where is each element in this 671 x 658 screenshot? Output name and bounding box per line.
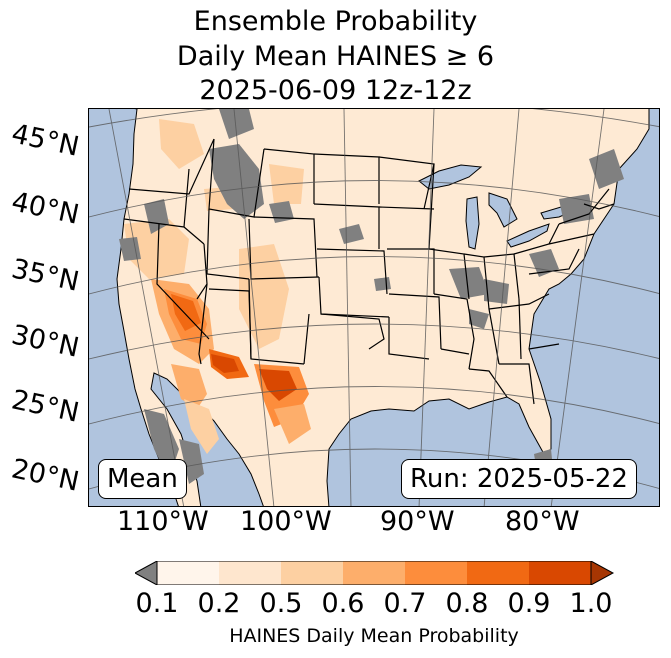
lon-label-110w: 110°W: [117, 506, 209, 537]
colorbar-tick-label: 0.2: [197, 588, 241, 619]
lat-label-30: 30°N: [8, 319, 82, 364]
colorbar-under-arrow: [135, 561, 158, 585]
colorbar-segment: [467, 561, 530, 585]
colorbar-segment: [157, 561, 220, 585]
colorbar-tick-label: 0.1: [135, 588, 179, 619]
colorbar-segment: [405, 561, 468, 585]
colorbar-tick-label: 0.7: [383, 588, 427, 619]
colorbar-segment: [219, 561, 282, 585]
lat-label-45: 45°N: [8, 118, 82, 163]
graticule: [89, 109, 659, 506]
no-data-patches: [119, 109, 624, 484]
colorbar-segment: [529, 561, 592, 585]
lon-label-80w: 80°W: [505, 506, 580, 537]
lat-label-20: 20°N: [8, 453, 82, 498]
colorbar-outline: [156, 561, 592, 585]
lat-label-25: 25°N: [8, 384, 82, 429]
lake-michigan: [465, 196, 480, 250]
colorbar-tick-label: 1.0: [569, 588, 613, 619]
lon-label-90w: 90°W: [380, 506, 455, 537]
colorbar-tick-label: 0.5: [259, 588, 303, 619]
colorbar-tick-label: 0.9: [507, 588, 551, 619]
run-date-box: Run: 2025-05-22: [401, 459, 637, 499]
lat-label-35: 35°N: [8, 253, 82, 298]
lake-erie: [506, 223, 550, 248]
colorbar-segment: [281, 561, 344, 585]
title-line-1: Ensemble Probability: [193, 6, 478, 37]
colorbar-tick-label: 0.8: [445, 588, 489, 619]
colorbar-over-arrow: [590, 561, 615, 585]
map-panel: [88, 108, 660, 507]
title-line-3: 2025-06-09 12z-12z: [199, 75, 472, 106]
colorbar-label: HAINES Daily Mean Probability: [229, 625, 519, 647]
title-line-2: Daily Mean HAINES ≥ 6: [176, 41, 495, 72]
colorbar-tick-label: 0.6: [321, 588, 365, 619]
stat-label-box: Mean: [98, 459, 187, 499]
lake-huron: [488, 192, 518, 228]
lon-label-100w: 100°W: [240, 506, 332, 537]
colorbar: [135, 561, 615, 585]
colorbar-segment: [343, 561, 406, 585]
map-canvas: [89, 109, 659, 506]
lat-label-40: 40°N: [8, 186, 82, 231]
state-borders: [123, 138, 615, 405]
